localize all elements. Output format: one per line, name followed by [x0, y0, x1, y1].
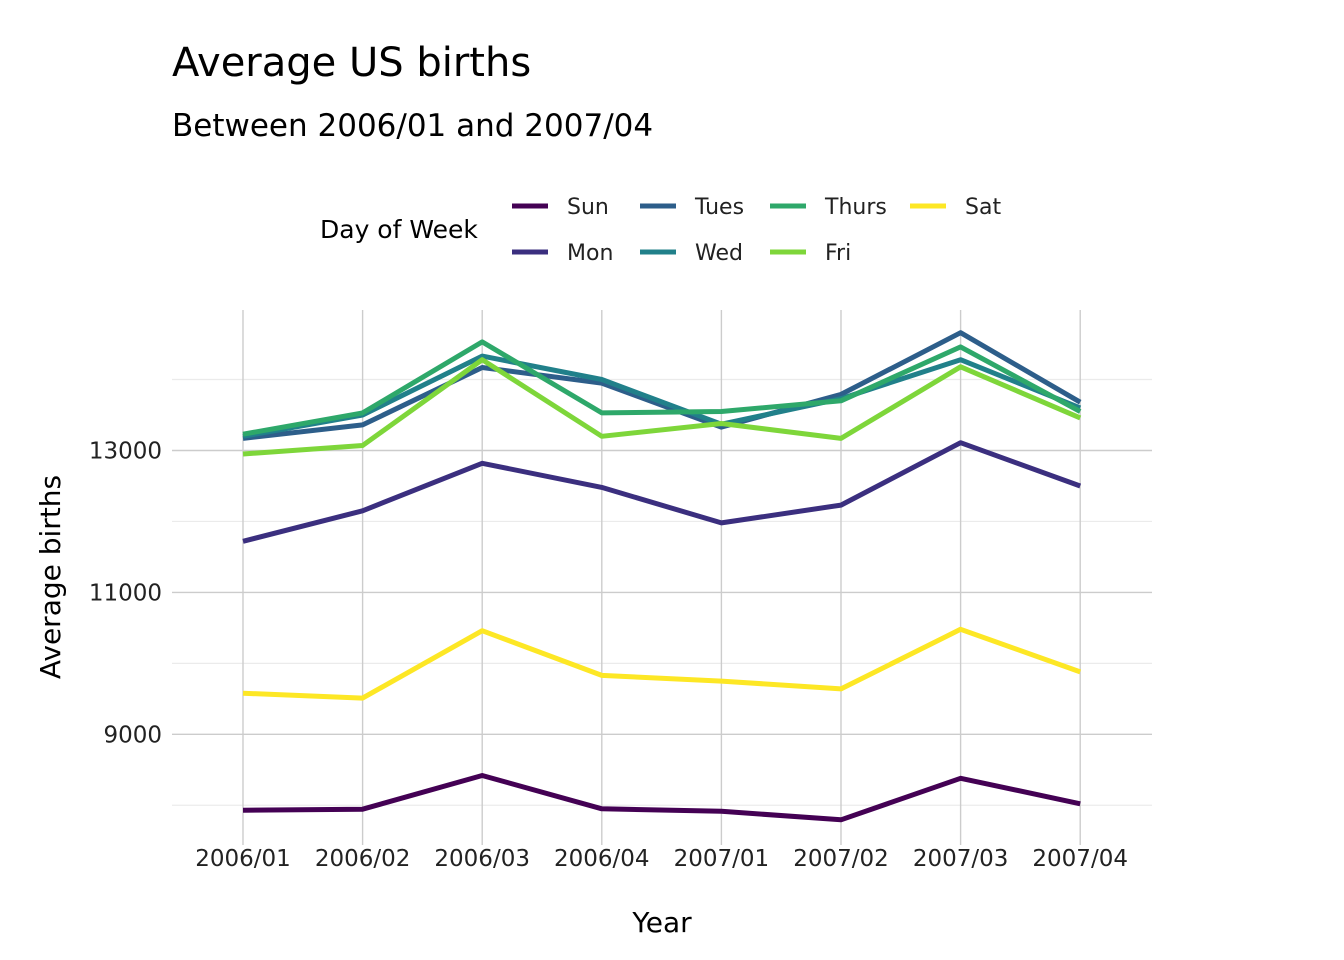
legend-label-sun: Sun	[567, 195, 609, 220]
x-axis-title: Year	[631, 906, 692, 939]
legend: Day of Week Sun Mon Tues Wed Thurs Fri Sat	[320, 195, 1001, 266]
series-line-mon	[242, 440, 1082, 544]
series-line-sun	[242, 773, 1081, 823]
series-line-fri	[242, 357, 1082, 457]
chart-title: Average US births	[172, 40, 532, 86]
series-line-thurs	[242, 339, 1082, 437]
x-tick-label: 2007/01	[674, 846, 770, 872]
chart-subtitle: Between 2006/01 and 2007/04	[172, 108, 654, 144]
x-tick-labels: 2006/01 2006/02 2006/03 2006/04 2007/01 2007/…	[195, 846, 1128, 872]
series-line-wed	[242, 353, 1082, 439]
legend-label-fri: Fri	[825, 241, 851, 266]
x-tick-label: 2006/04	[554, 846, 650, 872]
legend-label-wed: Wed	[695, 241, 743, 266]
y-tick-label: 11000	[89, 580, 162, 606]
y-tick-labels: 9000 11000 13000	[89, 438, 162, 748]
x-tick-label: 2007/04	[1032, 846, 1128, 872]
major-gridlines	[172, 310, 1152, 845]
y-tick-label: 9000	[103, 722, 162, 748]
legend-label-sat: Sat	[965, 195, 1001, 220]
legend-label-thurs: Thurs	[824, 195, 887, 220]
legend-label-tues: Tues	[694, 195, 744, 220]
x-tick-label: 2007/03	[913, 846, 1009, 872]
series-lines	[242, 330, 1082, 823]
legend-label-mon: Mon	[567, 241, 613, 266]
legend-title: Day of Week	[320, 215, 478, 244]
x-tick-label: 2006/01	[195, 846, 291, 872]
y-tick-label: 13000	[89, 438, 162, 464]
x-tick-label: 2006/02	[315, 846, 411, 872]
x-tick-label: 2006/03	[434, 846, 530, 872]
series-line-tues	[242, 330, 1082, 441]
series-line-sat	[242, 626, 1082, 701]
y-axis-title: Average births	[34, 475, 67, 679]
x-tick-label: 2007/02	[793, 846, 889, 872]
